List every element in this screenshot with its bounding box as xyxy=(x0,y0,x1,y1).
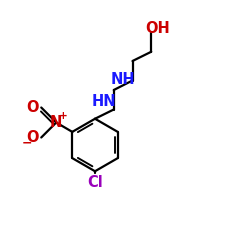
Text: NH: NH xyxy=(111,72,135,88)
Text: O: O xyxy=(26,100,39,114)
Text: OH: OH xyxy=(145,21,170,36)
Text: N: N xyxy=(50,115,62,130)
Text: +: + xyxy=(60,111,68,121)
Text: Cl: Cl xyxy=(87,175,103,190)
Text: HN: HN xyxy=(92,94,116,109)
Text: −: − xyxy=(22,136,32,149)
Text: O: O xyxy=(26,130,39,146)
